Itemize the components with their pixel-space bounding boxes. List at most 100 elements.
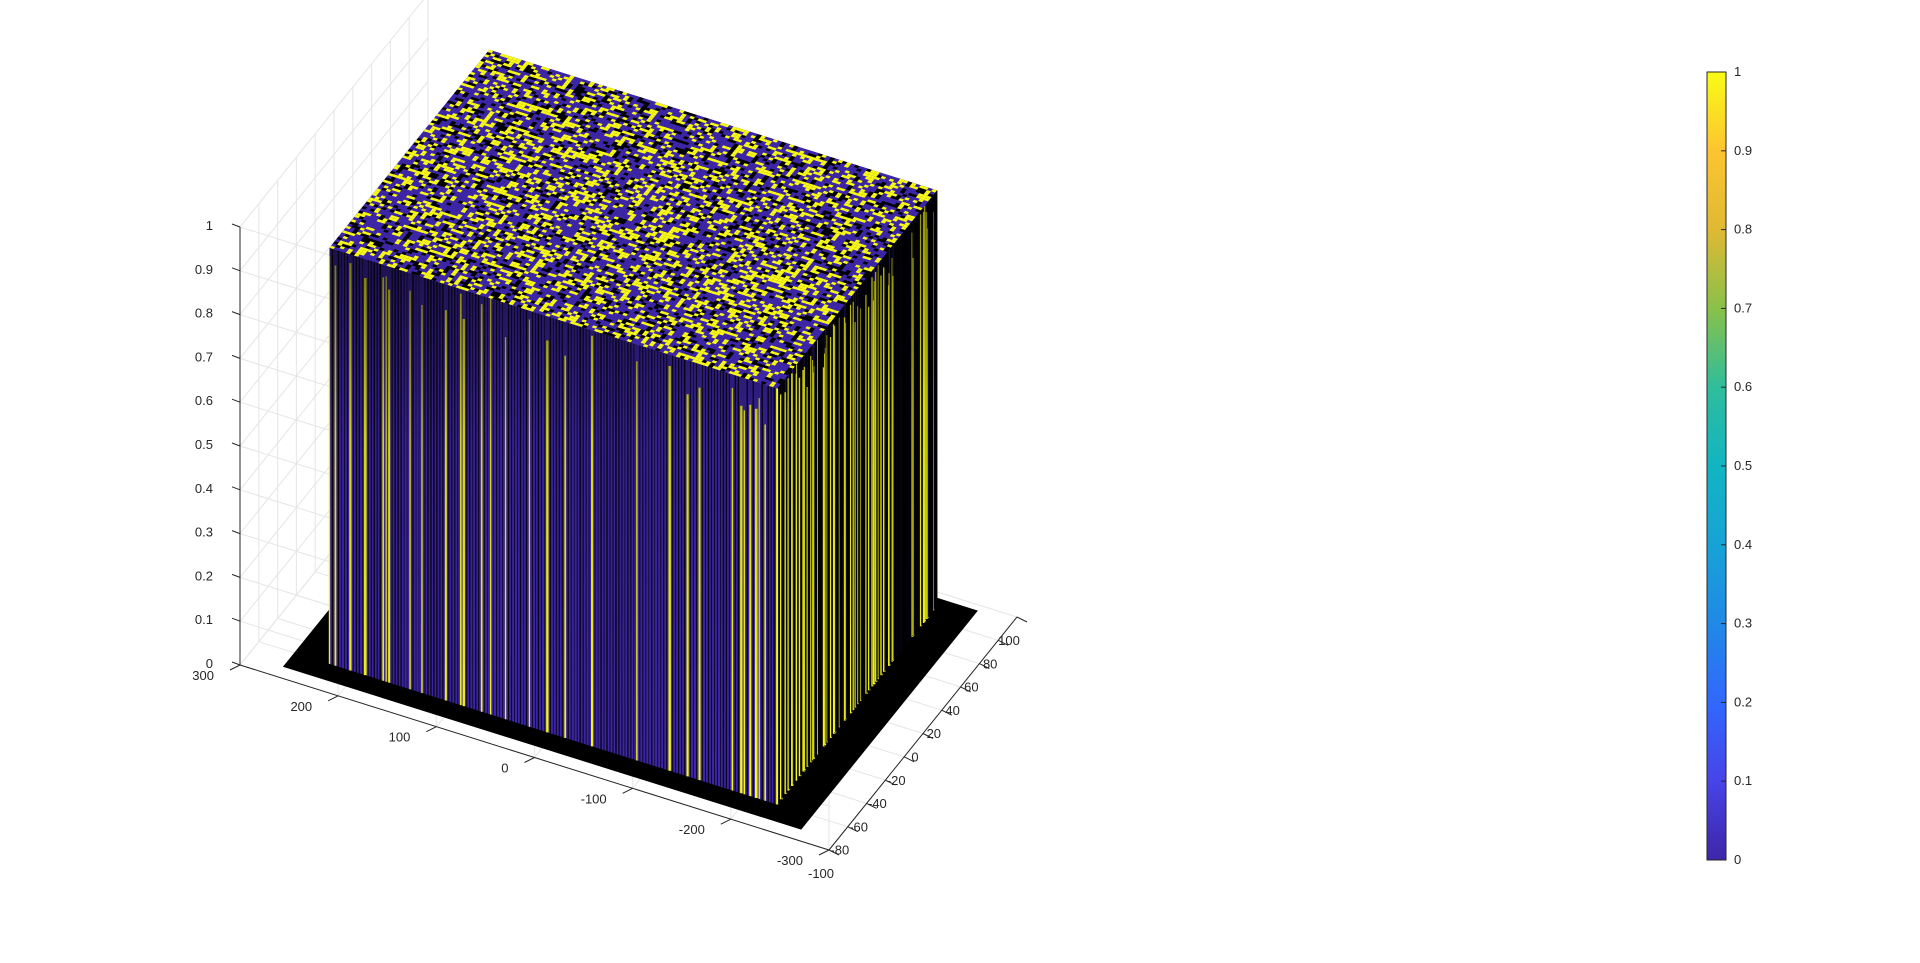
surface-cell <box>479 154 486 159</box>
surface-cell <box>458 117 464 122</box>
surface-cell <box>483 86 489 91</box>
surface-cell <box>434 115 441 120</box>
surface-cell <box>378 216 385 221</box>
surface-cell <box>476 107 483 111</box>
surface-cell <box>506 108 513 112</box>
surface-cell <box>468 167 475 172</box>
surface-cell <box>397 162 403 166</box>
surface-cell <box>483 67 490 72</box>
surface-cell <box>436 207 443 211</box>
surface-cell <box>408 198 414 203</box>
surface-cell <box>404 183 411 188</box>
surface-cell <box>427 188 433 192</box>
surface-cell <box>420 158 427 162</box>
surface-cell <box>454 97 461 101</box>
surface-cell <box>412 175 418 179</box>
surface-cell <box>369 208 376 212</box>
surface-cell <box>340 232 346 236</box>
surface-cell <box>476 145 483 150</box>
surface-cell <box>492 62 499 66</box>
surface-cell <box>498 105 505 110</box>
surface-cell <box>454 122 461 126</box>
surface-cell <box>469 115 476 120</box>
surface-cell <box>411 213 418 217</box>
surface-cell <box>433 192 440 197</box>
surface-cell <box>465 114 472 119</box>
surface-cell <box>525 72 531 77</box>
surface-cell <box>349 227 356 231</box>
surface-cell <box>437 174 444 179</box>
surface-cell <box>360 213 366 218</box>
surface-cell <box>439 153 446 157</box>
surface-cell <box>404 241 411 245</box>
surface-cell <box>463 130 470 134</box>
surface-cell <box>351 224 358 229</box>
surface-cell <box>385 213 392 218</box>
surface-cell <box>464 97 470 102</box>
surface-cell <box>465 89 472 94</box>
surface-cell <box>457 112 464 116</box>
surface-cell <box>485 65 491 69</box>
surface-cell <box>423 217 430 221</box>
surface-cell <box>469 160 476 164</box>
surface-cell <box>487 88 493 92</box>
surface-cell <box>482 56 488 60</box>
surface-cell <box>447 125 453 129</box>
surface-cell <box>412 199 419 204</box>
surface-cell <box>449 109 456 113</box>
surface-cell <box>429 172 436 176</box>
surface-cell <box>496 121 502 125</box>
surface-cell <box>417 143 423 147</box>
surface-cell <box>460 96 466 100</box>
surface-cell <box>387 211 394 215</box>
surface-cell <box>430 183 437 187</box>
surface-cell <box>456 139 462 143</box>
surface-cell <box>509 73 516 77</box>
surface-cell <box>416 181 423 186</box>
surface-cell <box>367 224 373 228</box>
surface-cell <box>353 253 360 257</box>
surface-cell <box>435 171 442 175</box>
surface-cell <box>388 222 395 227</box>
surface-cell <box>413 172 420 177</box>
surface-cell <box>457 137 464 141</box>
surface-cell <box>403 249 409 253</box>
surface-cell <box>402 243 409 248</box>
surface-cell <box>464 116 470 121</box>
surface-cell <box>445 152 452 156</box>
surface-cell <box>504 123 510 128</box>
surface-cell <box>431 125 438 130</box>
surface-cell <box>419 216 426 220</box>
surface-cell <box>509 92 515 96</box>
surface-cell <box>463 174 470 178</box>
surface-cell <box>476 101 483 105</box>
surface-cell <box>409 152 416 156</box>
surface-cell <box>361 250 368 254</box>
surface-cell <box>364 240 371 244</box>
surface-cell <box>501 89 507 94</box>
surface-cell <box>401 207 407 211</box>
surface-cell <box>460 102 467 106</box>
surface-cell <box>437 169 443 173</box>
surface-cell <box>487 49 494 54</box>
surface-cell <box>494 123 501 128</box>
surface-cell <box>356 243 363 247</box>
surface-cell <box>524 66 531 71</box>
surface-cell <box>455 108 462 113</box>
surface-cell <box>393 185 399 190</box>
surface-cell <box>437 111 444 115</box>
surface-cell <box>528 87 535 91</box>
surface-cell <box>524 61 530 65</box>
surface-cell <box>482 106 489 110</box>
surface-cell <box>450 165 457 169</box>
surface-cell <box>477 132 484 136</box>
surface-cell <box>486 107 493 111</box>
surface-cell <box>343 247 350 251</box>
surface-cell <box>437 194 444 198</box>
surface-cell <box>362 217 369 221</box>
surface-cell <box>442 118 449 122</box>
surface-cell <box>455 152 462 157</box>
surface-cell <box>384 240 391 245</box>
surface-cell <box>433 148 440 152</box>
surface-cell <box>482 81 489 85</box>
